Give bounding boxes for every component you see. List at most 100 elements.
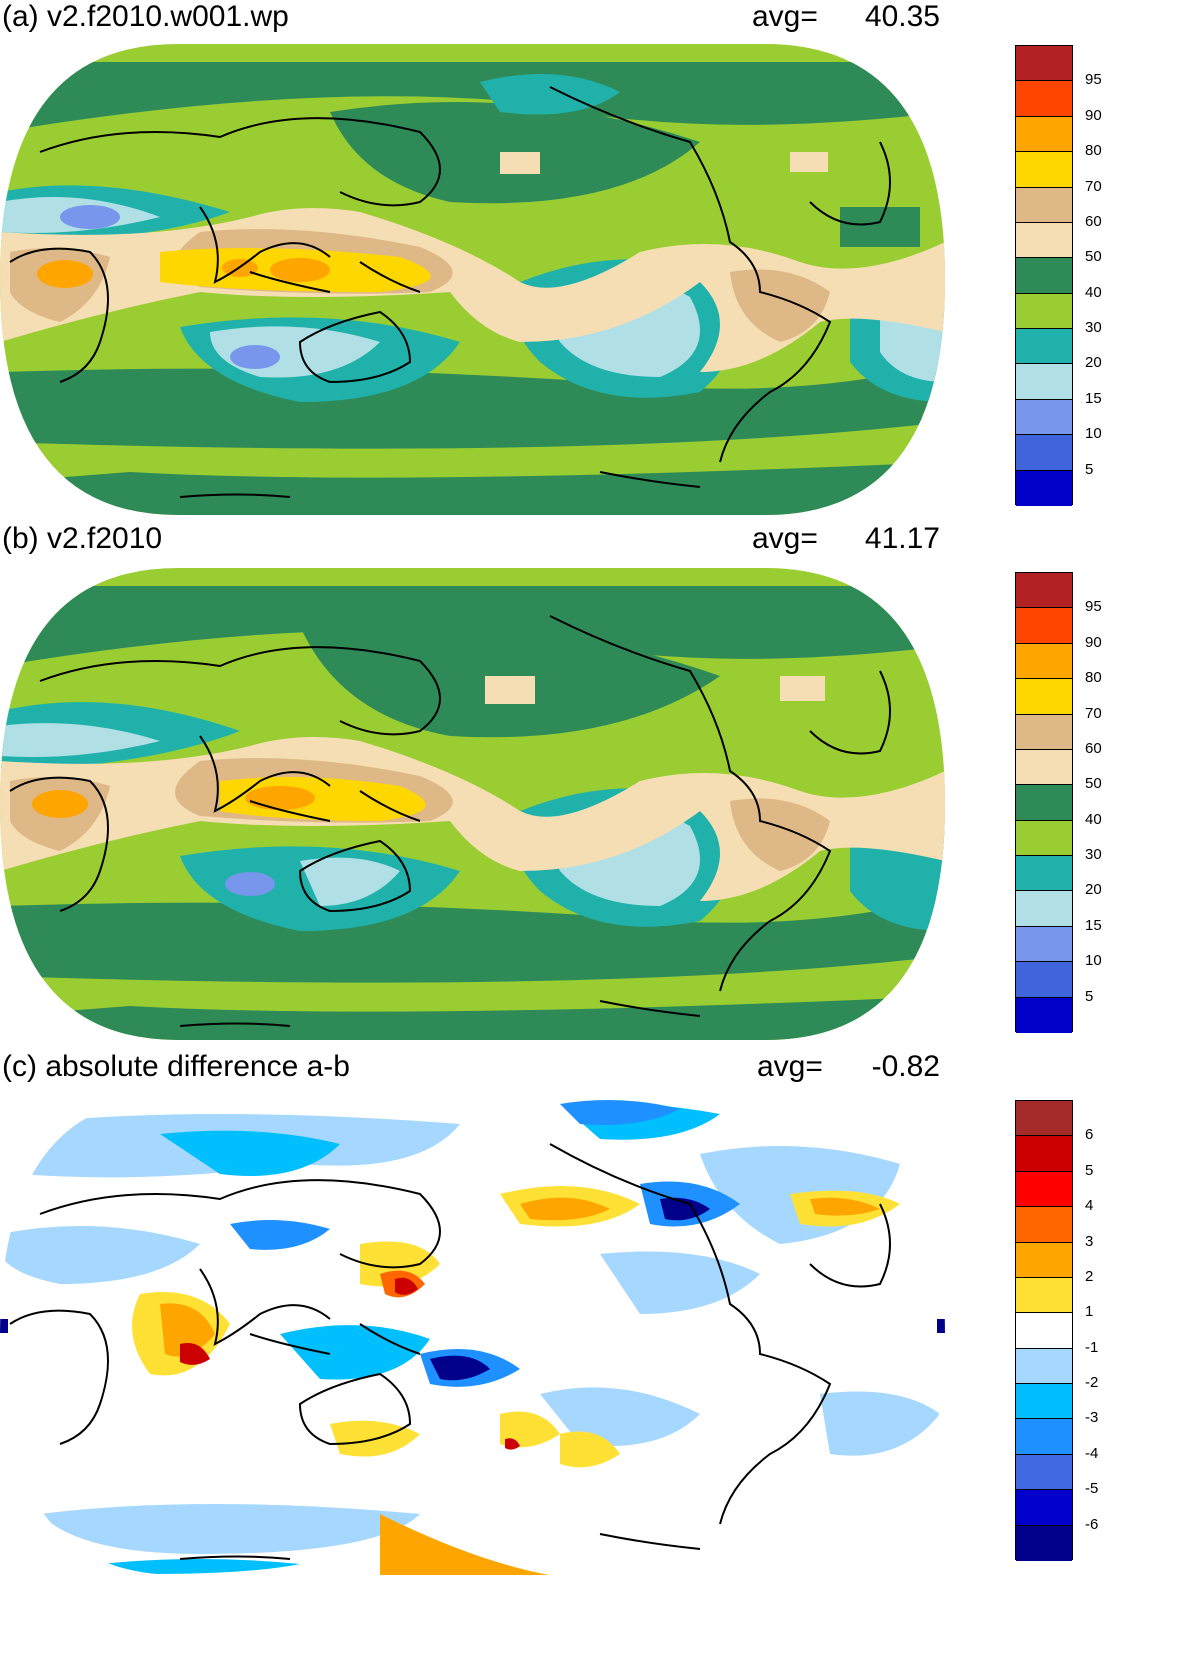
colorbar-tick-label: -1 <box>1085 1338 1099 1356</box>
colorbar-segment <box>1016 435 1072 471</box>
colorbar-tick-label: 95 <box>1085 598 1102 616</box>
field-region <box>0 723 160 757</box>
colorbar-segment <box>1016 1101 1072 1137</box>
panel-a: (a) v2.f2010.w001.wp avg= 40.35 <box>0 0 1183 520</box>
colorbar-segment <box>1016 679 1072 715</box>
field-region <box>0 896 945 983</box>
colorbar-segment <box>1016 364 1072 400</box>
colorbar-tick-label: 2 <box>1085 1267 1094 1285</box>
field-region <box>245 786 315 810</box>
colorbar-tick-label: 3 <box>1085 1232 1094 1250</box>
colorbar-tick-label: 60 <box>1085 739 1102 757</box>
panel-title: (a) v2.f2010.w001.wp <box>2 0 289 33</box>
field-region <box>0 1197 945 1381</box>
colorbar-segment <box>1016 329 1072 365</box>
colorbar-tick-label: -5 <box>1085 1480 1099 1498</box>
coastlines <box>9 1143 891 1560</box>
colorbar-tick-label: 5 <box>1085 1161 1094 1179</box>
field-region <box>0 1114 940 1554</box>
field-region <box>790 152 828 172</box>
colorbar-segment <box>1016 749 1072 786</box>
colorbar-tick-label: 70 <box>1085 177 1102 195</box>
colorbar-segment <box>1016 608 1072 644</box>
colorbar-tick-label: 15 <box>1085 916 1102 934</box>
colorbar-segment <box>1016 573 1072 609</box>
colorbar-tick-label: 80 <box>1085 142 1102 160</box>
colorbar-tick-label: -4 <box>1085 1444 1099 1462</box>
map-plot <box>0 1096 945 1575</box>
panel-b: (b) v2.f2010 avg= 41.17 <box>0 522 1183 1042</box>
field-region <box>0 462 945 515</box>
panel-title: (b) v2.f2010 <box>2 522 163 555</box>
field-region <box>160 1197 880 1575</box>
colorbar-tick-label: -2 <box>1085 1374 1099 1392</box>
avg-label: avg= <box>752 522 818 555</box>
colorbar-tick-label: 20 <box>1085 354 1102 372</box>
panel-title: (c) absolute difference a-b <box>2 1050 350 1083</box>
colorbar-segment <box>1016 997 1072 1033</box>
colorbar-segment <box>1016 891 1072 927</box>
avg-value: 41.17 <box>864 522 940 555</box>
colorbar-segment <box>1016 1419 1072 1455</box>
colorbar-tick-label: 15 <box>1085 389 1102 407</box>
colorbar-tick-label: 90 <box>1085 106 1102 124</box>
colorbar <box>1015 572 1073 1033</box>
colorbar-tick-label: 50 <box>1085 775 1102 793</box>
colorbar <box>1015 45 1073 506</box>
map-plot <box>0 44 945 515</box>
colorbar-segment <box>1016 187 1072 223</box>
colorbar-tick-label: 40 <box>1085 810 1102 828</box>
colorbar-segment <box>1016 1277 1072 1314</box>
colorbar-segment <box>1016 1242 1072 1278</box>
colorbar-tick-label: 5 <box>1085 987 1094 1005</box>
field-region <box>37 260 93 288</box>
colorbar-segment <box>1016 81 1072 117</box>
colorbar-segment <box>1016 856 1072 892</box>
colorbar-tick-label: 80 <box>1085 669 1102 687</box>
colorbar-tick-label: 10 <box>1085 425 1102 443</box>
field-region <box>0 62 945 132</box>
colorbar-tick-label: -3 <box>1085 1409 1099 1427</box>
field-region <box>60 205 120 229</box>
coastlines <box>9 86 891 498</box>
avg-label: avg= <box>752 0 818 33</box>
map-plot <box>0 568 945 1040</box>
field-region <box>730 798 830 871</box>
colorbar-segment <box>1016 714 1072 750</box>
colorbar-tick-label: 20 <box>1085 881 1102 899</box>
colorbar-segment <box>1016 1136 1072 1172</box>
colorbar-segment <box>1016 258 1072 294</box>
field-region <box>0 362 945 449</box>
colorbar-segment <box>1016 1171 1072 1208</box>
colorbar-segment <box>1016 926 1072 963</box>
colorbar-tick-label: 5 <box>1085 460 1094 478</box>
coastlines <box>9 615 891 1027</box>
colorbar-tick-label: 60 <box>1085 212 1102 230</box>
field-region <box>485 676 535 704</box>
field-region <box>500 152 540 174</box>
colorbar <box>1015 1100 1073 1561</box>
field-region <box>0 996 945 1040</box>
colorbar-segment <box>1016 1348 1072 1384</box>
avg-label: avg= <box>757 1050 823 1083</box>
colorbar-tick-label: -6 <box>1085 1515 1099 1533</box>
avg-value: -0.82 <box>871 1050 940 1083</box>
field-region <box>180 1277 520 1450</box>
field-region <box>230 345 280 369</box>
colorbar-segment <box>1016 470 1072 506</box>
colorbar-tick-label: 30 <box>1085 319 1102 337</box>
colorbar-tick-label: 4 <box>1085 1197 1094 1215</box>
colorbar-segment <box>1016 1384 1072 1420</box>
colorbar-segment <box>1016 1313 1072 1349</box>
colorbar-segment <box>1016 1490 1072 1526</box>
field-region <box>780 676 825 701</box>
colorbar-segment <box>1016 222 1072 259</box>
colorbar-segment <box>1016 293 1072 329</box>
field-region <box>730 269 830 342</box>
colorbar-tick-label: 30 <box>1085 846 1102 864</box>
colorbar-segment <box>1016 785 1072 821</box>
colorbar-tick-label: 50 <box>1085 248 1102 266</box>
colorbar-segment <box>1016 399 1072 436</box>
field-region <box>32 790 88 818</box>
colorbar-segment <box>1016 116 1072 153</box>
